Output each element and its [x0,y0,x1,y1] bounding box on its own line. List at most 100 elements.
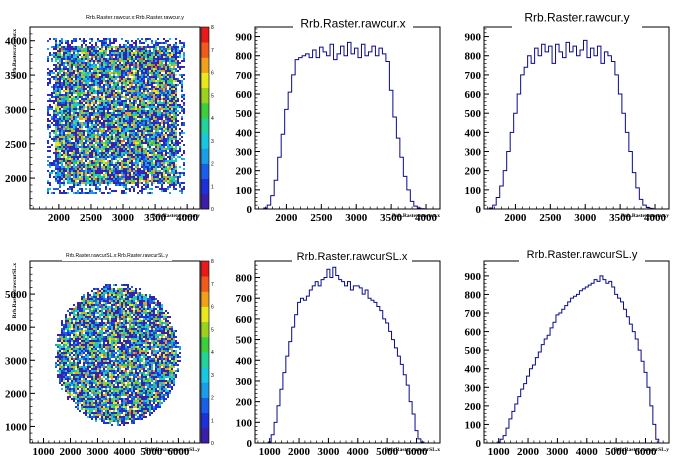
heatmap-cell [131,94,133,96]
heatmap-cell [83,40,85,42]
heatmap-cell [145,58,147,60]
heatmap-cell [77,156,79,158]
heatmap-cell [101,92,103,94]
heatmap-cell [99,182,101,184]
heatmap-cell [157,154,159,156]
heatmap-cell [83,100,85,102]
heatmap-cell [169,138,171,140]
heatmap-cell [127,142,129,144]
heatmap-cell [63,190,65,192]
heatmap-cell [89,80,91,82]
heatmap-cell [115,178,117,180]
heatmap-cell [155,176,157,178]
heatmap-cell [143,130,145,132]
heatmap-cell [151,84,153,86]
heatmap-cell [101,76,103,78]
heatmap-cell [69,146,71,148]
heatmap-cell [111,58,113,60]
heatmap-cell [91,112,93,114]
heatmap-cell [77,178,79,180]
heatmap-cell [107,58,109,60]
heatmap-cell [89,154,91,156]
heatmap-cell [73,136,75,138]
heatmap-cell [81,164,83,166]
heatmap-cell [75,74,77,76]
heatmap-cell [161,88,163,90]
heatmap-cell [89,132,91,134]
heatmap-cell [55,114,57,116]
heatmap-cell [61,136,63,138]
heatmap-cell [133,78,135,80]
heatmap-cell [77,80,79,82]
heatmap-cell [169,54,171,56]
heatmap-cell [87,56,89,58]
heatmap-cell [97,128,99,130]
heatmap-cell [149,110,151,112]
heatmap-cell [89,156,91,158]
heatmap-cell [163,160,165,162]
heatmap-cell [75,130,77,132]
heatmap-cell [67,90,69,92]
heatmap-cell [97,148,99,150]
heatmap-cell [105,108,107,110]
heatmap-cell [129,120,131,122]
heatmap-cell [65,60,67,62]
heatmap-cell [145,176,147,178]
heatmap-cell [107,90,109,92]
heatmap-cell [173,50,175,52]
heatmap-cell [155,158,157,160]
heatmap-cell [109,38,111,40]
heatmap-cell [157,132,159,134]
heatmap-cell [79,140,81,142]
heatmap-cell [61,332,63,334]
heatmap-cell [95,90,97,92]
heatmap-cell [129,132,131,134]
heatmap-cell [79,160,81,162]
heatmap-cell [165,110,167,112]
heatmap-cell [115,114,117,116]
heatmap-cell [71,178,73,180]
heatmap-cell [73,54,75,56]
heatmap-cell [169,78,171,80]
heatmap-cell [49,182,51,184]
heatmap-cell [95,172,97,174]
heatmap-cell [143,172,145,174]
heatmap-cell [129,158,131,160]
heatmap-cell [77,190,79,192]
heatmap-cell [59,76,61,78]
heatmap-cell [103,118,105,120]
heatmap-cell [171,60,173,62]
heatmap-cell [135,82,137,84]
heatmap-cell [79,64,81,66]
heatmap-cell [151,142,153,144]
heatmap-cell [99,178,101,180]
heatmap-cell [103,180,105,182]
heatmap-cell [131,154,133,156]
heatmap-cell [121,80,123,82]
heatmap-cell [173,144,175,146]
heatmap-cell [155,72,157,74]
heatmap-cell [115,136,117,138]
heatmap-cell [101,116,103,118]
heatmap-cell [149,112,151,114]
heatmap-cell [151,166,153,168]
heatmap-cell [127,158,129,160]
heatmap-cell [121,156,123,158]
heatmap-cell [131,58,133,60]
heatmap-cell [93,64,95,66]
heatmap-cell [127,64,129,66]
heatmap-cell [81,116,83,118]
heatmap-cell [107,108,109,110]
heatmap-cell [129,100,131,102]
heatmap-cell [61,48,63,50]
heatmap-cell [153,126,155,128]
y-tick-label: 200 [465,166,482,178]
heatmap-cell [57,100,59,102]
y-tick-label: 400 [236,127,253,139]
heatmap-cell [147,158,149,160]
heatmap-cell [165,46,167,48]
heatmap-cell [81,106,83,108]
heatmap-cell [121,170,123,172]
heatmap-cell [105,50,107,52]
heatmap-cell [117,88,119,90]
